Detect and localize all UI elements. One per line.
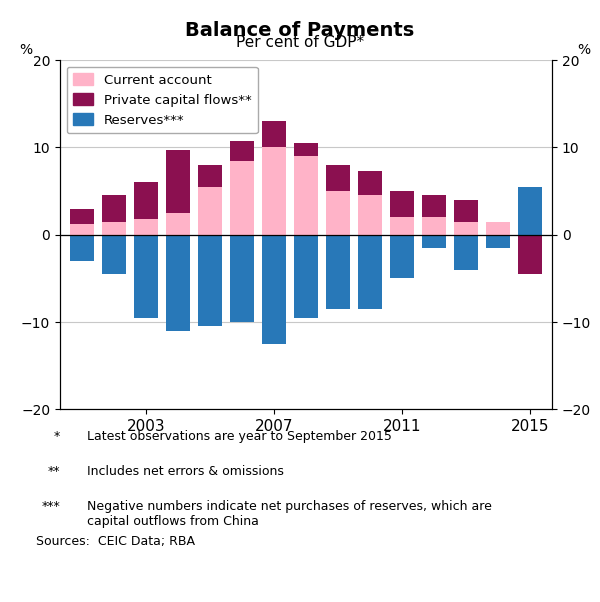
Bar	[166, 150, 190, 213]
Bar	[262, 122, 286, 147]
Bar	[198, 187, 222, 235]
Bar	[358, 235, 382, 309]
Text: Balance of Payments: Balance of Payments	[185, 21, 415, 40]
Bar	[294, 235, 318, 318]
Text: Per cent of GDP*: Per cent of GDP*	[236, 35, 364, 50]
Text: Negative numbers indicate net purchases of reserves, which are
capital outflows : Negative numbers indicate net purchases …	[87, 500, 492, 529]
Bar	[326, 165, 350, 191]
Bar	[390, 191, 414, 217]
Bar	[134, 182, 158, 219]
Text: Includes net errors & omissions: Includes net errors & omissions	[87, 465, 284, 479]
Bar	[262, 147, 286, 235]
Bar	[390, 217, 414, 235]
Bar	[422, 217, 446, 235]
Bar	[198, 235, 222, 326]
Bar	[326, 191, 350, 235]
Bar	[422, 235, 446, 248]
Bar	[518, 187, 542, 235]
Bar	[134, 235, 158, 318]
Bar	[134, 219, 158, 235]
Bar	[198, 165, 222, 187]
Bar	[230, 161, 254, 235]
Bar	[70, 235, 94, 261]
Bar	[103, 235, 126, 274]
Bar	[454, 235, 478, 270]
Text: Latest observations are year to September 2015: Latest observations are year to Septembe…	[87, 430, 392, 444]
Bar	[486, 235, 509, 248]
Bar	[103, 196, 126, 222]
Bar	[294, 156, 318, 235]
Bar	[166, 235, 190, 330]
Bar	[326, 235, 350, 309]
Text: *: *	[54, 430, 60, 444]
Bar	[70, 225, 94, 235]
Bar	[518, 235, 542, 274]
Bar	[294, 143, 318, 156]
Bar	[454, 222, 478, 235]
Bar	[358, 196, 382, 235]
Bar	[518, 217, 542, 235]
Bar	[486, 222, 509, 235]
Text: %: %	[577, 43, 590, 57]
Text: %: %	[19, 43, 32, 57]
Bar	[166, 213, 190, 235]
Text: ***: ***	[41, 500, 60, 514]
Bar	[422, 196, 446, 217]
Legend: Current account, Private capital flows**, Reserves***: Current account, Private capital flows**…	[67, 67, 258, 134]
Bar	[230, 235, 254, 322]
Bar	[390, 235, 414, 278]
Bar	[262, 235, 286, 344]
Bar	[103, 222, 126, 235]
Bar	[70, 208, 94, 225]
Text: **: **	[47, 465, 60, 479]
Bar	[230, 141, 254, 161]
Bar	[454, 200, 478, 222]
Text: Sources:  CEIC Data; RBA: Sources: CEIC Data; RBA	[36, 535, 195, 548]
Bar	[358, 171, 382, 196]
